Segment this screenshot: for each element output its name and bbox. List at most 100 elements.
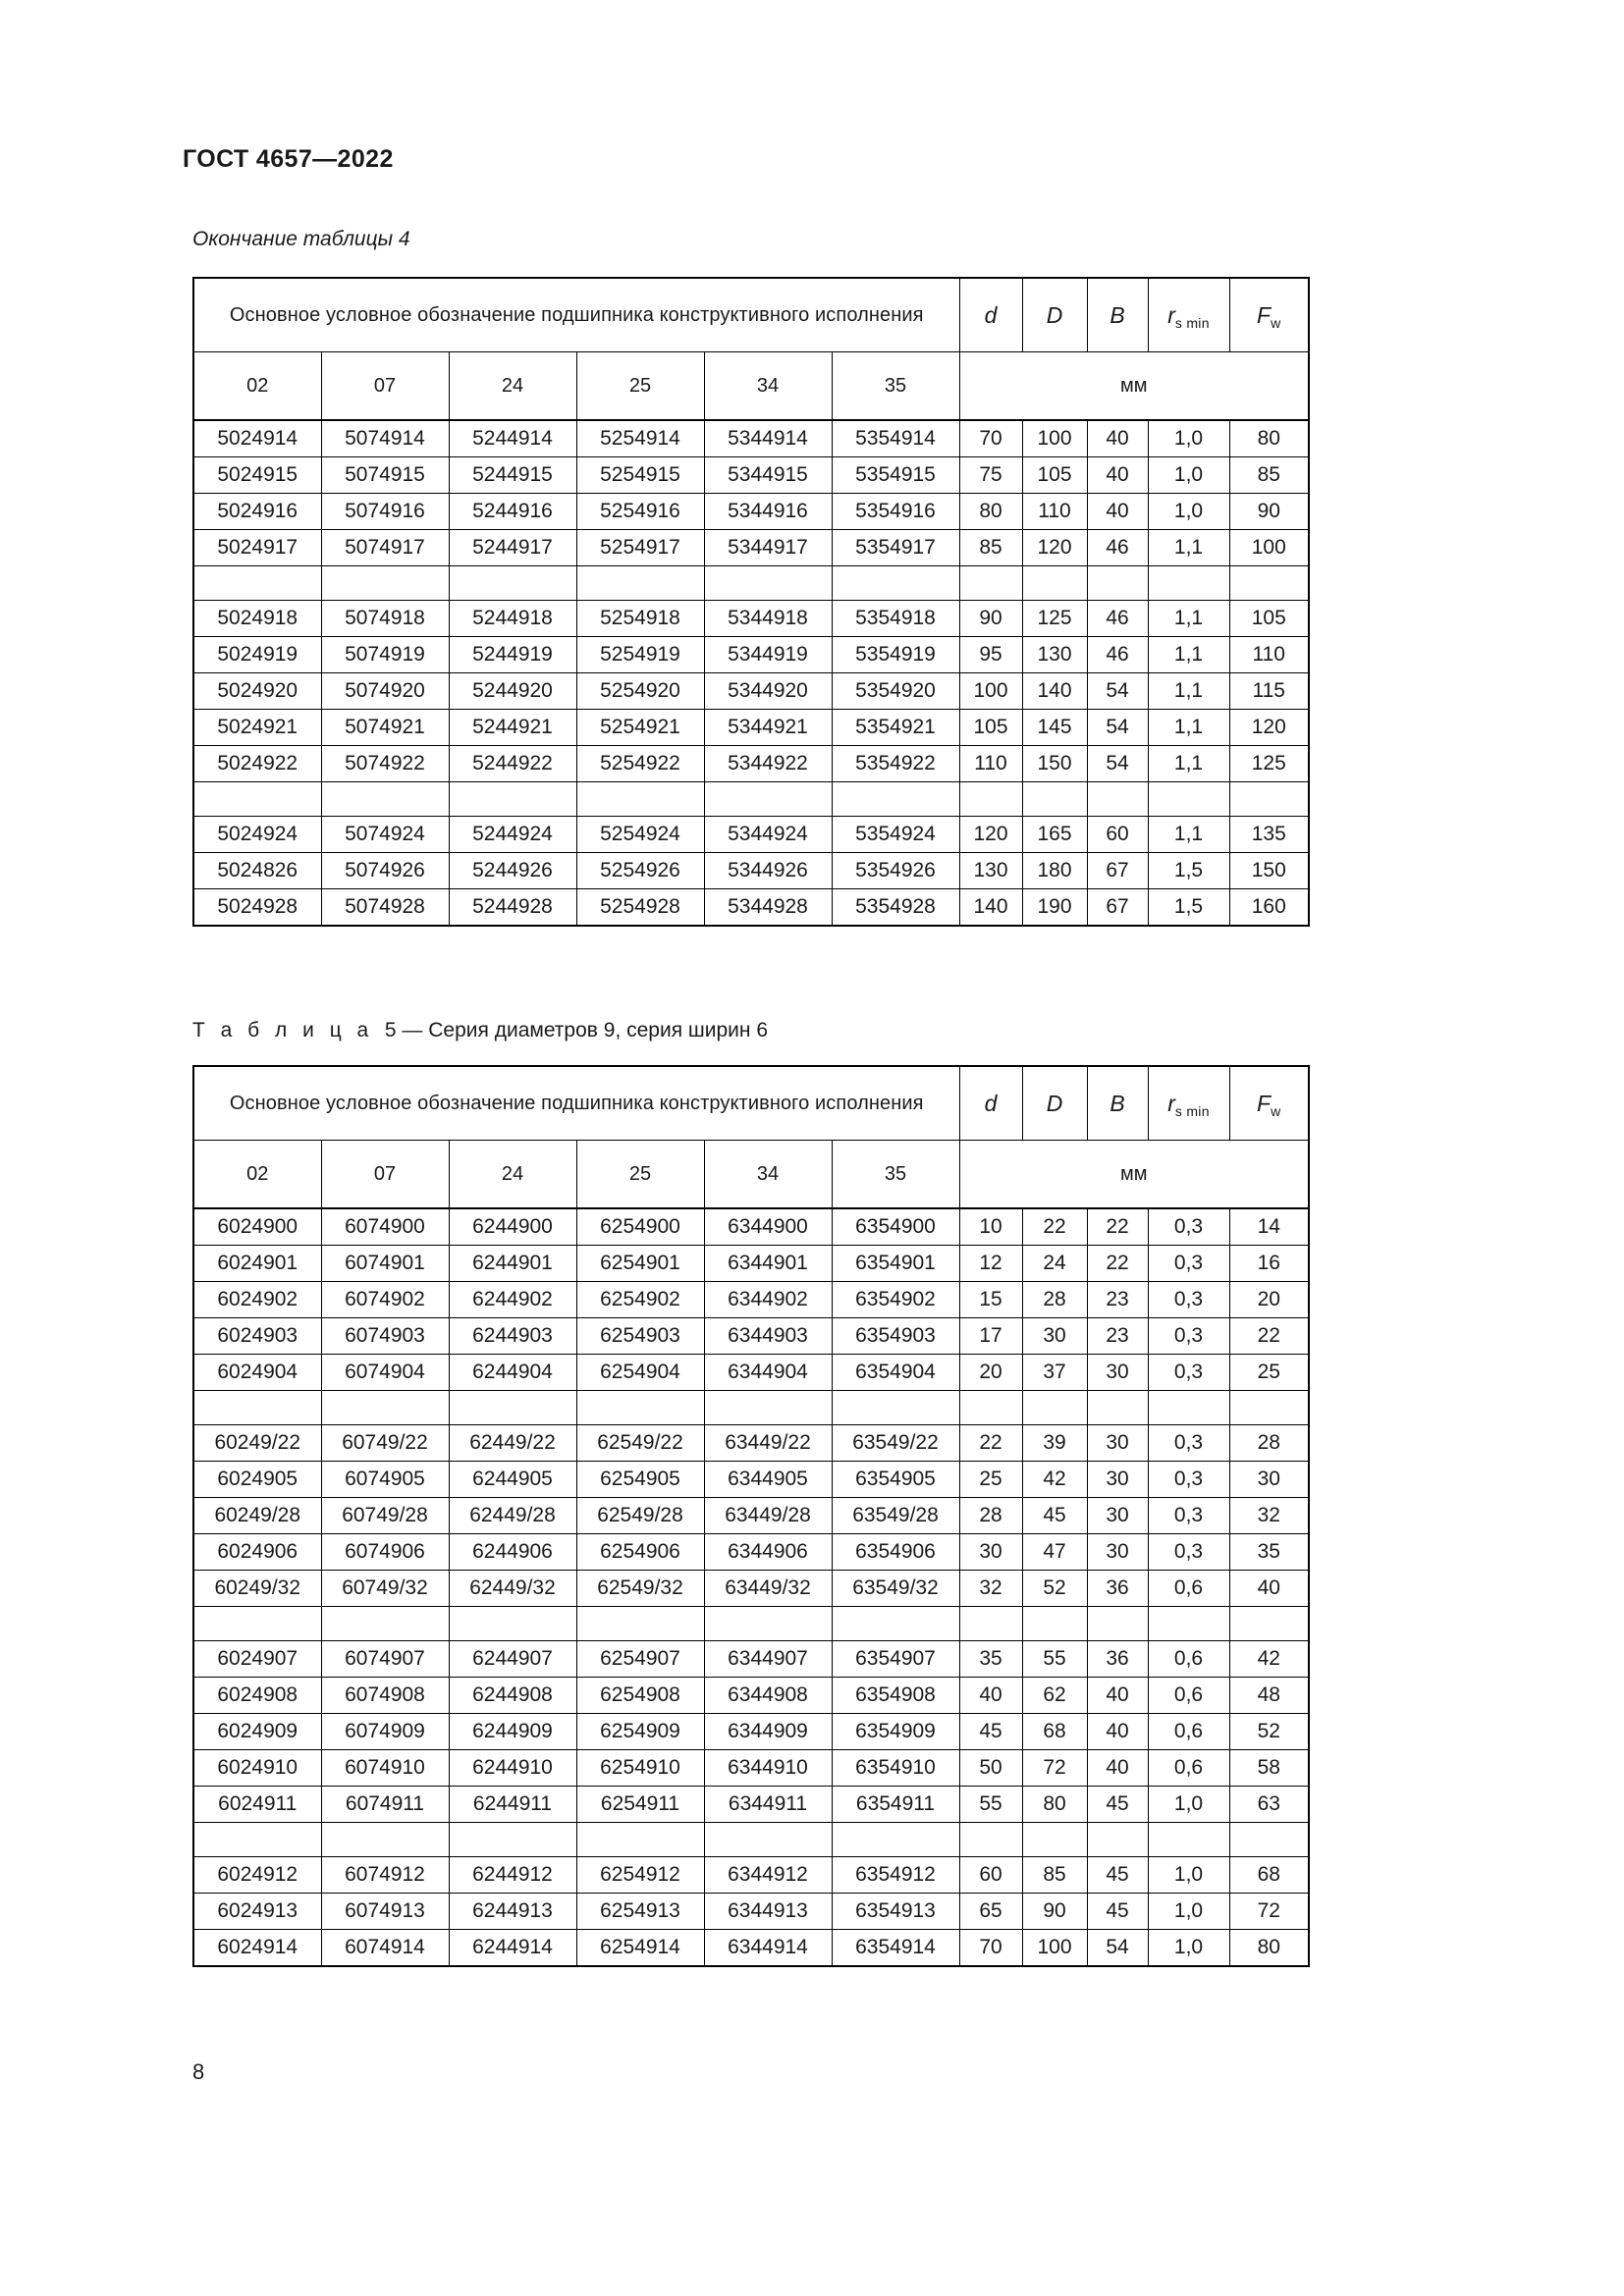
gap-cell	[1021, 1390, 1088, 1425]
table-cell: 42	[1021, 1461, 1088, 1498]
table-cell: 5354917	[831, 529, 960, 566]
table-cell: 6354900	[831, 1207, 960, 1246]
table-cell: 1,1	[1147, 745, 1230, 782]
table-cell: 6024908	[192, 1677, 322, 1714]
table-cell: 0,3	[1147, 1281, 1230, 1318]
table-row: 5024915 5074915 5244915 5254915 5344915 53549…	[192, 456, 1310, 494]
table-5-subheader-34: 34	[703, 1140, 833, 1209]
table-cell: 6244913	[448, 1893, 577, 1930]
table-cell: 45	[958, 1713, 1023, 1750]
table-cell: 72	[1228, 1893, 1310, 1930]
table-cell: 5024917	[192, 529, 322, 566]
table-4-header-D: D	[1021, 277, 1088, 352]
table-4-subheader-07: 07	[320, 351, 450, 421]
gap-cell	[703, 565, 833, 601]
table-5-caption-rest: 5 — Серия диаметров 9, серия ширин 6	[384, 1019, 769, 1041]
gap-cell	[192, 1390, 322, 1425]
table-5-header-row-sub: 02 07 24 25 34 35 мм	[192, 1140, 1310, 1209]
table-5: Основное условное обозначение подшипника…	[192, 1065, 1310, 1967]
table-cell: 90	[1228, 493, 1310, 530]
table-cell: 16	[1228, 1245, 1310, 1282]
table-cell: 115	[1228, 672, 1310, 710]
table-cell: 5244926	[448, 852, 577, 889]
gap-cell	[831, 565, 960, 601]
table-row: 6024914 6074914 6244914 6254914 6344914 63549…	[192, 1929, 1310, 1967]
page-number: 8	[192, 2059, 205, 2084]
table-cell: 120	[958, 816, 1023, 853]
table-cell: 45	[1021, 1497, 1088, 1534]
table-cell: 6024901	[192, 1245, 322, 1282]
table-cell: 40	[1086, 1677, 1149, 1714]
table-4-head: Основное условное обозначение подшипника…	[192, 277, 1310, 421]
table-cell: 5254918	[575, 600, 705, 637]
table-cell: 6244900	[448, 1207, 577, 1246]
table-cell: 30	[1228, 1461, 1310, 1498]
table-cell: 52	[1228, 1713, 1310, 1750]
table-cell: 25	[1228, 1354, 1310, 1391]
gap-cell	[1021, 1606, 1088, 1641]
table-cell: 5254926	[575, 852, 705, 889]
table-row: 5024928 5074928 5244928 5254928 5344928 53549…	[192, 888, 1310, 927]
table-cell: 0,6	[1147, 1570, 1230, 1607]
gap-cell	[1147, 1390, 1230, 1425]
table-cell: 5344926	[703, 852, 833, 889]
table-cell: 6354907	[831, 1640, 960, 1678]
table-cell: 37	[1021, 1354, 1088, 1391]
table-cell: 0,3	[1147, 1317, 1230, 1355]
table-cell: 30	[958, 1533, 1023, 1571]
gap-cell	[192, 1822, 322, 1857]
table-cell: 5024922	[192, 745, 322, 782]
table-cell: 85	[1228, 456, 1310, 494]
table-cell: 1,0	[1147, 1856, 1230, 1894]
table-5-header-D: D	[1021, 1065, 1088, 1141]
table-cell: 5074924	[320, 816, 450, 853]
gap-cell	[1086, 1390, 1149, 1425]
table-cell: 6024903	[192, 1317, 322, 1355]
table-cell: 50	[958, 1749, 1023, 1787]
table-cell: 6244910	[448, 1749, 577, 1787]
table-5-header-r-s-min: rs min	[1147, 1065, 1230, 1141]
table-cell: 6354913	[831, 1893, 960, 1930]
gap-cell	[703, 1390, 833, 1425]
table-cell: 30	[1021, 1317, 1088, 1355]
table-4-header-designation: Основное условное обозначение подшипника…	[192, 277, 960, 352]
table-cell: 0,3	[1147, 1354, 1230, 1391]
table-cell: 46	[1086, 600, 1149, 637]
gap-cell	[192, 565, 322, 601]
table-4-body: 5024914 5074914 5244914 5254914 5344914 53549…	[192, 419, 1310, 927]
gap-cell	[831, 781, 960, 817]
table-row: 6024906 6074906 6244906 6254906 6344906 63549…	[192, 1533, 1310, 1571]
table-cell: 5254924	[575, 816, 705, 853]
table-5-header-row-main: Основное условное обозначение подшипника…	[192, 1065, 1310, 1141]
table-5-header-B: B	[1086, 1065, 1149, 1141]
table-cell: 80	[958, 493, 1023, 530]
table-cell: 10	[958, 1207, 1023, 1246]
table-cell: 6024907	[192, 1640, 322, 1678]
table-row: 5024914 5074914 5244914 5254914 5344914 53549…	[192, 419, 1310, 457]
table-cell: 40	[1086, 493, 1149, 530]
table-cell: 5244914	[448, 419, 577, 457]
table-cell: 24	[1021, 1245, 1088, 1282]
table-cell: 45	[1086, 1893, 1149, 1930]
table-cell: 20	[958, 1354, 1023, 1391]
gap-cell	[320, 1822, 450, 1857]
table-cell: 6024904	[192, 1354, 322, 1391]
table-cell: 6354911	[831, 1786, 960, 1823]
table-cell: 6254901	[575, 1245, 705, 1282]
table-cell: 5354928	[831, 888, 960, 927]
table-cell: 60249/28	[192, 1497, 322, 1534]
gap-cell	[1086, 565, 1149, 601]
table-row: 5024921 5074921 5244921 5254921 5344921 53549…	[192, 709, 1310, 746]
table-cell: 6354903	[831, 1317, 960, 1355]
table-5-subheader-07: 07	[320, 1140, 450, 1209]
table-cell: 55	[958, 1786, 1023, 1823]
table-cell: 6344903	[703, 1317, 833, 1355]
table-cell: 5244921	[448, 709, 577, 746]
table-cell: 5344916	[703, 493, 833, 530]
table-cell: 0,6	[1147, 1749, 1230, 1787]
gap-cell	[320, 781, 450, 817]
table-cell: 14	[1228, 1207, 1310, 1246]
table-cell: 6024914	[192, 1929, 322, 1967]
table-cell: 5354918	[831, 600, 960, 637]
gap-cell	[1228, 565, 1310, 601]
